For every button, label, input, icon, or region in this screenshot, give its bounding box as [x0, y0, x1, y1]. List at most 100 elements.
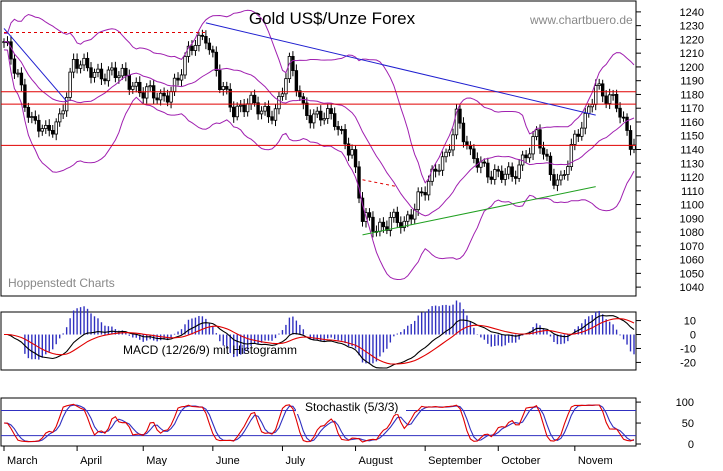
price-candle — [89, 62, 93, 84]
candle-body — [406, 214, 410, 222]
price-candle — [447, 144, 452, 157]
candle-body — [235, 105, 239, 118]
watermark-label: www.chartbuero.de — [529, 13, 633, 27]
price-candle — [440, 151, 445, 176]
candle-body — [131, 85, 135, 90]
price-candle — [597, 78, 601, 90]
bollinger-upper — [3, 9, 635, 184]
candle-body — [594, 85, 598, 105]
candle-body — [350, 149, 354, 156]
candle-body — [510, 166, 514, 178]
price-candle — [388, 211, 393, 237]
price-candle — [277, 91, 281, 115]
candle-body — [26, 106, 31, 118]
macd-tick-label: -20 — [680, 357, 696, 369]
candle-body — [148, 85, 152, 88]
candle-body — [270, 116, 274, 121]
candle-body — [489, 176, 493, 180]
candle-body — [517, 164, 521, 179]
price-candle — [207, 38, 212, 55]
price-candle — [423, 186, 427, 201]
candle-body — [440, 156, 445, 171]
candle-body — [312, 113, 316, 124]
candle-body — [367, 212, 372, 218]
candle-body — [273, 108, 278, 121]
candle-body — [416, 191, 420, 211]
month-label: October — [501, 455, 540, 466]
price-candle — [319, 105, 323, 127]
candle-body — [172, 77, 177, 92]
price-candle — [524, 150, 528, 163]
price-candle — [242, 98, 246, 118]
candle-body — [155, 97, 159, 101]
candle-body — [562, 174, 567, 176]
candle-body — [587, 106, 591, 114]
price-candle — [503, 168, 507, 186]
price-candle — [85, 52, 90, 72]
candle-body — [89, 67, 93, 78]
price-candle — [402, 216, 406, 232]
stoch-tick-label: 0 — [688, 439, 694, 451]
price-candle — [399, 216, 403, 234]
stoch-label-bg — [296, 399, 406, 414]
candle-body — [54, 121, 58, 135]
candle-body — [305, 102, 309, 116]
candle-body — [437, 169, 441, 172]
candle-body — [82, 57, 86, 66]
candle-body — [611, 93, 615, 96]
price-candle — [305, 97, 309, 120]
candle-body — [117, 75, 121, 79]
price-candle — [451, 128, 455, 157]
price-candle — [211, 45, 215, 58]
candle-body — [607, 94, 612, 104]
price-tick-label: 1160 — [680, 117, 704, 129]
price-tick-label: 1090 — [680, 213, 704, 225]
candle-body — [388, 217, 393, 231]
price-candle — [96, 63, 100, 78]
candle-body — [559, 174, 563, 181]
candle-body — [162, 92, 166, 97]
candle-body — [51, 129, 55, 135]
candle-body — [277, 95, 281, 110]
candle-body — [454, 108, 459, 136]
candle-body — [124, 67, 128, 76]
price-candle — [513, 170, 518, 185]
price-candle — [385, 220, 389, 235]
price-candle — [559, 170, 563, 186]
candle-body — [183, 56, 187, 76]
candle-body — [186, 45, 191, 57]
candle-body — [426, 180, 431, 196]
candle-body — [232, 106, 236, 118]
month-label: March — [7, 455, 38, 466]
price-tick-label: 1120 — [680, 172, 704, 184]
price-panel-frame — [0, 0, 637, 297]
candle-body — [287, 56, 292, 80]
price-candle — [545, 149, 549, 161]
macd-signal-line — [4, 318, 635, 365]
candle-body — [482, 161, 487, 164]
price-candle — [176, 72, 180, 86]
price-candle — [489, 170, 493, 185]
stoch-d-line — [3, 404, 635, 443]
price-candle — [600, 79, 605, 103]
price-candle — [538, 124, 542, 154]
price-candle — [580, 121, 584, 141]
price-candle — [273, 104, 278, 127]
price-candle — [294, 64, 299, 97]
price-candle — [625, 113, 629, 136]
price-tick-label: 1180 — [680, 89, 704, 101]
candle-body — [378, 221, 382, 232]
price-candle — [409, 209, 413, 225]
price-candle — [357, 161, 361, 204]
candle-body — [127, 75, 132, 90]
macd-label: MACD (12/26/9) mit Histogramm — [123, 343, 297, 357]
candle-body — [322, 118, 326, 121]
candle-body — [92, 72, 97, 78]
price-candle — [204, 30, 208, 50]
candle-body — [604, 95, 608, 104]
candle-body — [176, 77, 180, 81]
candle-body — [96, 68, 100, 73]
candle-body — [207, 42, 212, 51]
price-candle — [458, 104, 462, 129]
candle-body — [78, 64, 83, 69]
